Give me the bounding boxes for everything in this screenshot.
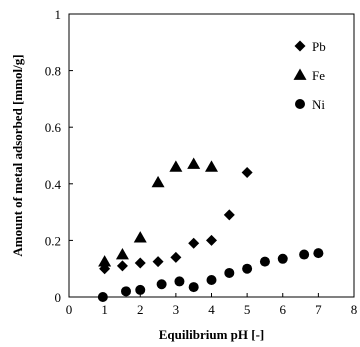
data-point-ni	[242, 263, 253, 274]
plot-frame	[68, 13, 355, 298]
legend: Pb Fe Ni	[293, 39, 326, 112]
data-point-fe	[187, 157, 201, 169]
data-point-fe	[205, 160, 218, 172]
data-point-ni	[188, 282, 199, 293]
data-point-ni	[206, 275, 217, 286]
data-point-fe	[115, 248, 129, 260]
data-point-pb	[223, 209, 235, 221]
x-tick-label: 3	[173, 302, 180, 317]
y-tick-label: 0.4	[45, 177, 62, 192]
data-point-ni	[156, 279, 167, 290]
data-point-ni	[121, 286, 131, 297]
legend-marker-ni	[295, 99, 305, 109]
x-axis-ticks: 0 1 2 3 4 5 6 7 8	[66, 293, 358, 317]
data-point-pb	[188, 237, 200, 249]
legend-marker-pb	[294, 40, 306, 52]
legend-label-fe: Fe	[312, 68, 325, 83]
data-point-pb	[241, 166, 253, 178]
data-point-ni	[135, 284, 146, 295]
series-fe	[98, 157, 218, 267]
data-point-pb	[134, 257, 146, 269]
series-ni	[97, 248, 324, 302]
data-point-fe	[98, 255, 112, 267]
y-tick-label: 0.8	[45, 64, 61, 79]
x-tick-label: 6	[280, 302, 287, 317]
y-tick-label: 1	[55, 7, 62, 22]
y-tick-label: 0.2	[45, 233, 61, 248]
legend-label-ni: Ni	[312, 97, 325, 112]
x-tick-label: 5	[244, 302, 251, 317]
data-point-pb	[116, 260, 128, 272]
data-point-ni	[224, 267, 235, 278]
y-axis-title: Amount of metal adsorbed [mmol/g]	[10, 54, 25, 256]
data-point-ni	[277, 253, 288, 264]
data-points	[97, 157, 324, 302]
legend-marker-fe	[293, 68, 307, 80]
x-tick-label: 0	[66, 302, 73, 317]
x-tick-label: 2	[137, 302, 144, 317]
x-tick-label: 8	[351, 302, 358, 317]
data-point-pb	[152, 256, 164, 268]
x-tick-label: 7	[315, 302, 322, 317]
data-point-fe	[169, 160, 183, 172]
data-point-ni	[299, 249, 310, 260]
x-tick-label: 4	[208, 302, 215, 317]
legend-label-pb: Pb	[312, 39, 326, 54]
y-axis-ticks: 0 0.2 0.4 0.6 0.8 1	[45, 7, 73, 305]
plot-frame-group	[68, 13, 355, 298]
data-point-ni	[313, 248, 324, 259]
data-point-pb	[170, 251, 182, 263]
data-point-ni	[97, 292, 108, 302]
data-point-fe	[133, 231, 147, 243]
data-point-ni	[174, 276, 185, 287]
y-tick-label: 0	[55, 290, 62, 305]
data-point-pb	[206, 234, 217, 246]
data-point-fe	[151, 175, 165, 188]
x-axis-title: Equilibrium pH [-]	[159, 327, 264, 342]
x-tick-label: 1	[101, 302, 108, 317]
y-tick-label: 0.6	[45, 120, 62, 135]
data-point-ni	[259, 256, 270, 267]
